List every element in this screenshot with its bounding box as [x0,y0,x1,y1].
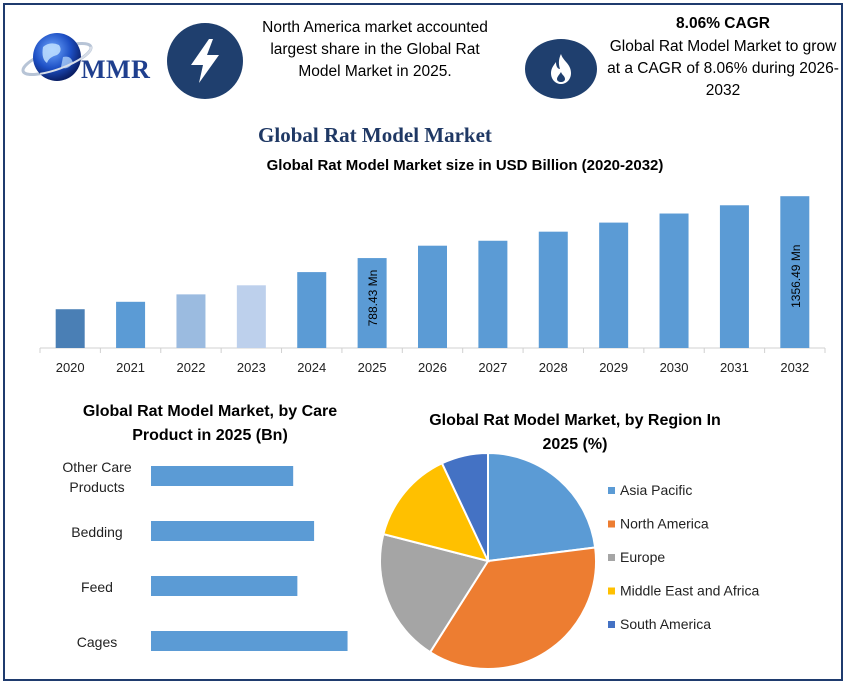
legend-swatch [608,621,615,628]
data-label: 1356.49 Mn [789,245,803,308]
callout-right-line: Global Rat Model Market to grow [609,38,837,55]
bar-2020 [55,309,85,348]
x-tick-label: 2029 [599,360,628,373]
data-label: 788.43 Mn [366,270,380,327]
callout-left-line: North America market accounted [262,19,488,36]
region-chart-title: Global Rat Model Market, by Region In 20… [395,409,755,457]
bar-2023 [236,285,266,348]
care-product-chart-title: Global Rat Model Market, by Care Product… [25,400,395,448]
callout-right-line: 2032 [705,82,741,99]
legend-label: Europe [620,549,665,565]
bar-2030 [659,213,689,348]
callout-left-line: largest share in the Global Rat [270,41,480,58]
flame-icon [525,39,597,99]
legend-label: North America [620,516,709,532]
bar-2029 [599,222,629,348]
cagr-title: 8.06% CAGR [676,15,770,32]
legend-label: Asia Pacific [620,482,692,498]
pie-slice-south-america [440,451,489,562]
callout-left-line: Model Market in 2025. [298,63,452,80]
main-title: Global Rat Model Market [258,123,492,147]
hbar-feed [151,576,298,596]
legend-label: South America [620,616,711,632]
x-tick-label: 2026 [418,360,447,373]
bar-chart-title: Global Rat Model Market size in USD Bill… [266,157,664,174]
care-product-title-line: Global Rat Model Market, by Care [82,403,338,420]
legend-swatch [608,554,615,561]
bar-2031 [719,205,749,348]
hbar-cages [151,631,348,651]
bar-2032 [780,196,810,348]
bar-2026 [418,245,447,348]
x-tick-label: 2025 [358,360,387,373]
y-category-label: Bedding [71,524,122,540]
lightning-bolt-icon [167,23,243,99]
bar-2028 [538,231,568,348]
callout-right-line: at a CAGR of 8.06% during 2026- [607,60,839,77]
callout-right: Global Rat Model Market to grow at a CAG… [591,36,841,102]
logo-text: MMR [81,55,151,84]
bar-2024 [297,272,327,348]
legend-swatch [608,487,615,494]
infographic-frame: MMR North America market accounted large… [3,3,843,681]
y-category-label: Products [69,479,124,495]
legend-swatch [608,587,615,595]
x-tick-label: 2031 [720,360,749,373]
bar-2022 [176,294,206,348]
y-category-label: Feed [81,579,113,595]
x-tick-label: 2027 [478,360,507,373]
region-title-line: 2025 (%) [542,436,608,453]
care-product-title-line: Product in 2025 (Bn) [132,427,288,444]
pie-slice-asia-pacific [487,451,597,563]
x-tick-label: 2020 [56,360,85,373]
hbar-other-care-products [151,466,294,486]
bar-2027 [478,240,508,348]
x-tick-label: 2024 [297,360,326,373]
pie-slice-middle-east-and-africa [382,461,490,563]
legend-label: Middle East and Africa [620,583,760,599]
x-tick-label: 2030 [660,360,689,373]
x-tick-label: 2032 [780,360,809,373]
callout-left: North America market accounted largest s… [241,17,509,83]
region-pie-chart: Asia Pacific North America Europe Middle Ea… [379,451,760,670]
x-tick-label: 2028 [539,360,568,373]
market-size-bar-chart: 2020 2021 2022 2023 2024 2025 788.43 Mn 2026 202… [39,196,826,373]
pie-slice-north-america [428,546,597,670]
care-product-bar-chart: Other Care Products Bedding Feed Cages [62,459,348,651]
hbar-bedding [151,521,315,541]
x-tick-label: 2023 [237,360,266,373]
x-tick-label: 2022 [177,360,206,373]
y-category-label: Other Care [62,459,131,475]
legend-swatch [608,520,615,528]
region-title-line: Global Rat Model Market, by Region In [429,412,721,429]
bar-2025 [357,258,387,348]
globe-logo-icon [17,27,157,89]
bar-2021 [116,301,146,348]
y-category-label: Cages [77,634,117,650]
pie-slice-europe [379,532,490,654]
x-tick-label: 2021 [116,360,145,373]
